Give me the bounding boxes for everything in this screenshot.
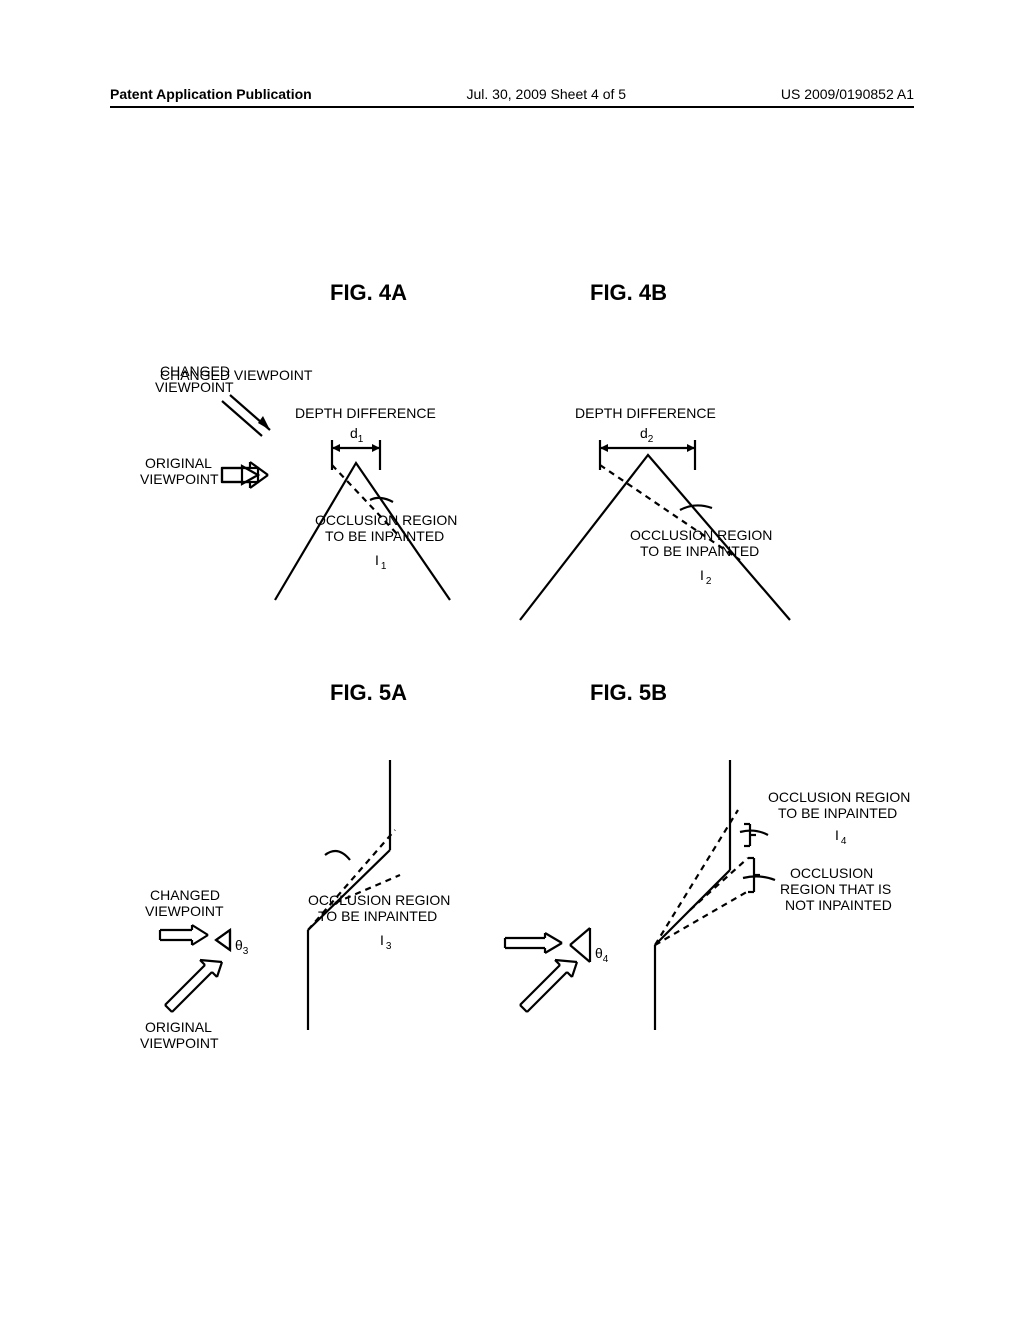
page: Patent Application Publication Jul. 30, … — [0, 0, 1024, 1320]
changed-vp-arrow-5a-icon — [160, 925, 208, 945]
page-header: Patent Application Publication Jul. 30, … — [110, 86, 914, 102]
occ-region-4a: OCCLUSION REGION TO BE INPAINTED — [315, 512, 461, 544]
occ-region-5a: OCCLUSION REGION TO BE INPAINTED — [308, 892, 454, 924]
changed-vp-text-4: CHANGED VIEWPOINT — [155, 363, 234, 395]
theta3-label: θ3 — [235, 937, 249, 957]
changed-vp-text-5: CHANGED VIEWPOINT — [145, 887, 224, 919]
fig5-diagram: θ3 OCCLUSION REGION TO BE INPAINTED I3 — [90, 740, 950, 1070]
d2-label: d2 — [640, 425, 654, 445]
d1-label: d1 — [350, 425, 364, 445]
original-vp-arrow-5a-icon — [165, 960, 222, 1012]
fig4-diagram: CHANGED VIEWPOINT — [100, 340, 920, 640]
depth-diff-label-4b: DEPTH DIFFERENCE — [575, 405, 716, 421]
fig5b-title: FIG. 5B — [590, 680, 667, 706]
theta3-camera-icon — [216, 930, 230, 950]
header-rule — [110, 106, 914, 108]
fig4a-title: FIG. 4A — [330, 280, 407, 306]
original-vp-text-5: ORIGINAL VIEWPOINT — [140, 1019, 219, 1051]
theta4-camera-icon — [570, 928, 590, 962]
changed-vp-arrow-5b-icon — [505, 933, 562, 953]
changed-viewpoint-arrow-icon — [222, 395, 270, 436]
theta4-label: θ4 — [595, 945, 609, 965]
header-right: US 2009/0190852 A1 — [781, 86, 914, 102]
occ-region-5b-notinpaint: OCCLUSION REGION THAT IS NOT INPAINTED — [780, 865, 895, 913]
header-mid: Jul. 30, 2009 Sheet 4 of 5 — [467, 86, 627, 102]
header-left: Patent Application Publication — [110, 86, 312, 102]
fig4b-title: FIG. 4B — [590, 280, 667, 306]
i1-label: I1 — [375, 552, 387, 572]
bracket-i4-icon — [744, 824, 756, 846]
building-5b — [655, 760, 775, 1030]
depth-diff-label-4a: DEPTH DIFFERENCE — [295, 405, 436, 421]
i2-label: I2 — [700, 567, 712, 587]
original-vp-arrow-5b-icon — [520, 960, 577, 1012]
original-viewpoint-arrow-icon — [222, 462, 268, 488]
d1-arrow-icon — [332, 440, 380, 470]
occ-region-5b-inpaint: OCCLUSION REGION TO BE INPAINTED — [768, 789, 914, 821]
i4-label: I4 — [835, 827, 847, 847]
occ-region-4b: OCCLUSION REGION TO BE INPAINTED — [630, 527, 776, 559]
i3-label: I3 — [380, 932, 392, 952]
original-vp-text-4: ORIGINAL VIEWPOINT — [140, 455, 219, 487]
fig5a-title: FIG. 5A — [330, 680, 407, 706]
bracket-notinpaint-icon — [748, 858, 760, 892]
